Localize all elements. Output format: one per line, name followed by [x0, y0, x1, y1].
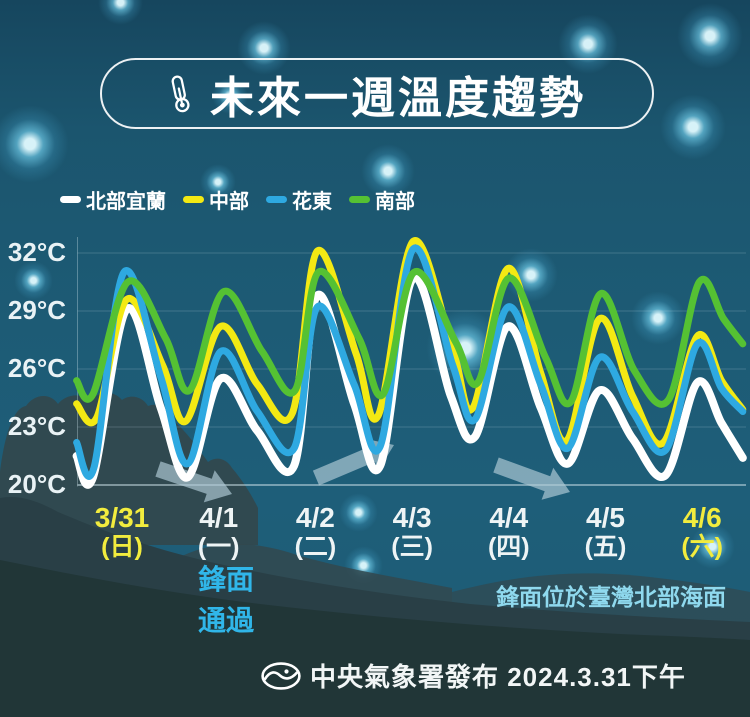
- chart-legend: 北部宜蘭 中部 花東 南部: [60, 185, 415, 214]
- y-tick-label: 29°C: [7, 295, 66, 325]
- legend-swatch: [60, 196, 81, 203]
- legend-swatch: [266, 196, 287, 203]
- legend-label: 南部: [375, 191, 415, 213]
- footer: 中央氣象署發布 2024.3.31下午: [261, 657, 686, 694]
- y-tick-label: 23°C: [7, 411, 66, 441]
- y-tick-label: 26°C: [7, 353, 66, 383]
- y-tick-label: 32°C: [7, 237, 66, 267]
- legend-label: 花東: [292, 191, 332, 213]
- x-tick-4/2: 4/2 (二): [294, 502, 337, 562]
- x-tick-4/6: 4/6 (六): [681, 502, 724, 562]
- trend-arrow-1: [155, 461, 232, 503]
- legend-item-4: 南部: [349, 185, 415, 214]
- x-tick-4/5: 4/5 (五): [584, 502, 627, 562]
- legend-swatch: [183, 196, 204, 203]
- legend-label: 北部宜蘭: [86, 191, 166, 213]
- x-tick-4/4: 4/4 (四): [487, 502, 530, 562]
- series-line-南部: [73, 267, 747, 408]
- thermometer-icon: [171, 75, 190, 112]
- legend-label: 中部: [209, 191, 249, 213]
- trend-arrow-3: [493, 457, 570, 500]
- series-line-中部: [73, 237, 747, 448]
- x-tick-3/31: 3/31 (日): [94, 502, 150, 562]
- cwa-logo-icon: [261, 661, 301, 690]
- legend-swatch: [349, 196, 370, 203]
- legend-item-1: 北部宜蘭: [60, 185, 166, 214]
- annotation-front-position: 鋒面位於臺灣北部海面: [496, 584, 726, 610]
- title-banner: 未來一週溫度趨勢: [100, 58, 654, 129]
- page-title: 未來一週溫度趨勢: [210, 73, 586, 123]
- legend-item-3: 花東: [266, 185, 332, 214]
- x-tick-4/1: 4/1 (一): [197, 502, 240, 562]
- x-tick-4/3: 4/3 (三): [391, 502, 433, 562]
- publisher-text: 中央氣象署發布 2024.3.31下午: [310, 662, 686, 692]
- y-tick-label: 20°C: [7, 469, 66, 499]
- annotation-front-passing: 鋒面 通過: [198, 564, 255, 636]
- legend-item-2: 中部: [183, 185, 249, 214]
